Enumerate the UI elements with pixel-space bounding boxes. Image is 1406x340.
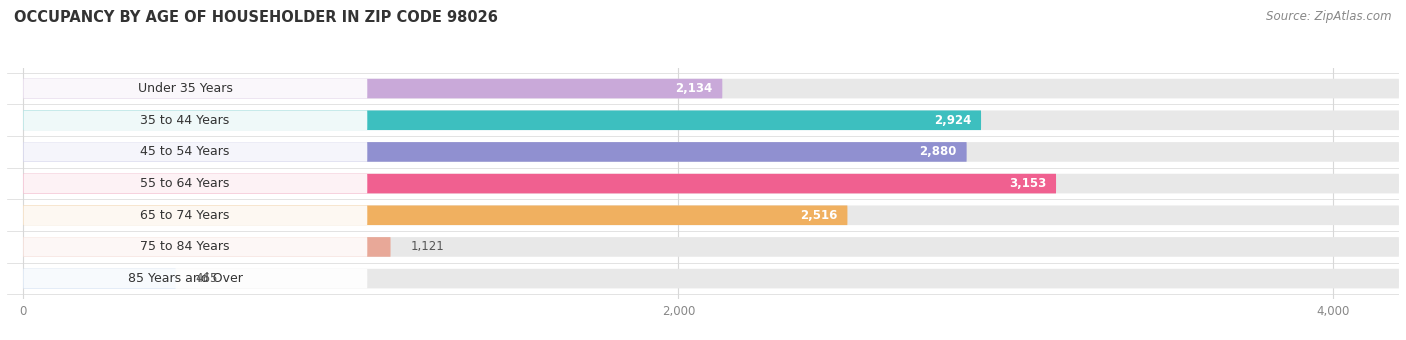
Text: 2,924: 2,924 <box>934 114 972 127</box>
FancyBboxPatch shape <box>24 79 367 98</box>
Text: 45 to 54 Years: 45 to 54 Years <box>141 146 229 158</box>
FancyBboxPatch shape <box>24 142 1399 162</box>
FancyBboxPatch shape <box>24 269 176 288</box>
Text: 75 to 84 Years: 75 to 84 Years <box>141 240 229 253</box>
Text: 1,121: 1,121 <box>411 240 444 253</box>
FancyBboxPatch shape <box>24 205 1399 225</box>
FancyBboxPatch shape <box>24 79 723 98</box>
Text: 85 Years and Over: 85 Years and Over <box>128 272 242 285</box>
FancyBboxPatch shape <box>24 110 367 130</box>
FancyBboxPatch shape <box>24 205 367 225</box>
FancyBboxPatch shape <box>24 174 367 193</box>
FancyBboxPatch shape <box>24 110 981 130</box>
Text: Source: ZipAtlas.com: Source: ZipAtlas.com <box>1267 10 1392 23</box>
Text: 3,153: 3,153 <box>1010 177 1046 190</box>
Text: 2,134: 2,134 <box>675 82 713 95</box>
FancyBboxPatch shape <box>24 237 391 257</box>
FancyBboxPatch shape <box>24 174 1399 193</box>
FancyBboxPatch shape <box>24 269 1399 288</box>
Text: 65 to 74 Years: 65 to 74 Years <box>141 209 229 222</box>
FancyBboxPatch shape <box>24 237 1399 257</box>
Text: Under 35 Years: Under 35 Years <box>138 82 232 95</box>
FancyBboxPatch shape <box>24 110 1399 130</box>
FancyBboxPatch shape <box>24 269 367 288</box>
FancyBboxPatch shape <box>24 142 367 162</box>
Text: 465: 465 <box>195 272 218 285</box>
Text: 55 to 64 Years: 55 to 64 Years <box>141 177 229 190</box>
Text: OCCUPANCY BY AGE OF HOUSEHOLDER IN ZIP CODE 98026: OCCUPANCY BY AGE OF HOUSEHOLDER IN ZIP C… <box>14 10 498 25</box>
Text: 2,880: 2,880 <box>920 146 957 158</box>
Text: 2,516: 2,516 <box>800 209 838 222</box>
FancyBboxPatch shape <box>24 142 967 162</box>
FancyBboxPatch shape <box>24 237 367 257</box>
FancyBboxPatch shape <box>24 174 1056 193</box>
FancyBboxPatch shape <box>24 79 1399 98</box>
Text: 35 to 44 Years: 35 to 44 Years <box>141 114 229 127</box>
FancyBboxPatch shape <box>24 205 848 225</box>
